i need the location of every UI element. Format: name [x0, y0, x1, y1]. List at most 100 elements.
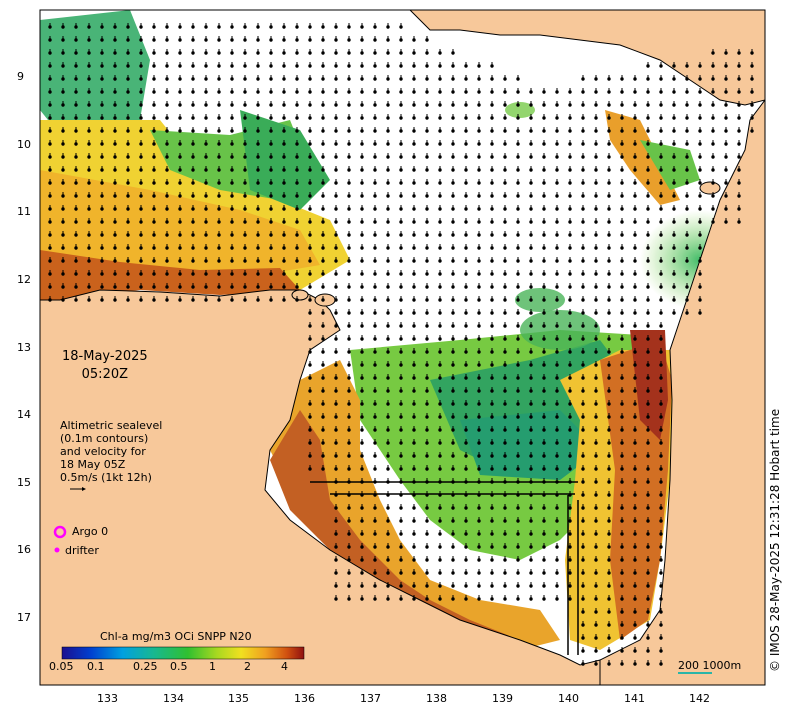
velocity-arrow-head [477, 519, 481, 523]
velocity-arrow-head [659, 194, 663, 198]
velocity-arrow-head [633, 376, 637, 380]
velocity-arrow-head [477, 272, 481, 276]
velocity-arrow-head [581, 181, 585, 185]
velocity-arrow-head [646, 207, 650, 211]
velocity-arrow-head [516, 506, 520, 510]
velocity-arrow-head [321, 25, 325, 29]
velocity-arrow-head [646, 506, 650, 510]
velocity-arrow-head [620, 246, 624, 250]
velocity-arrow-head [334, 25, 338, 29]
velocity-arrow-head [542, 532, 546, 536]
velocity-arrow-head [568, 558, 572, 562]
velocity-arrow-head [542, 441, 546, 445]
velocity-arrow-head [412, 519, 416, 523]
velocity-arrow-head [360, 259, 364, 263]
velocity-arrow-head [386, 220, 390, 224]
velocity-arrow-head [633, 571, 637, 575]
velocity-arrow-head [191, 38, 195, 42]
velocity-arrow-head [568, 155, 572, 159]
velocity-arrow-head [139, 272, 143, 276]
velocity-arrow-head [464, 220, 468, 224]
velocity-arrow-head [113, 181, 117, 185]
velocity-arrow-head [321, 324, 325, 328]
velocity-arrow-head [425, 168, 429, 172]
velocity-arrow-head [113, 272, 117, 276]
velocity-arrow-head [347, 90, 351, 94]
velocity-arrow-head [477, 298, 481, 302]
velocity-arrow-head [464, 64, 468, 68]
velocity-arrow-head [139, 142, 143, 146]
velocity-arrow-head [594, 636, 598, 640]
velocity-arrow-head [282, 181, 286, 185]
velocity-arrow-head [542, 337, 546, 341]
velocity-arrow-head [412, 428, 416, 432]
velocity-arrow-head [607, 168, 611, 172]
velocity-arrow-head [672, 298, 676, 302]
velocity-arrow-head [594, 493, 598, 497]
velocity-arrow-head [334, 298, 338, 302]
velocity-arrow-head [373, 389, 377, 393]
velocity-arrow-head [48, 194, 52, 198]
velocity-arrow-head [113, 51, 117, 55]
velocity-arrow-head [555, 116, 559, 120]
velocity-arrow-head [464, 415, 468, 419]
velocity-arrow-head [295, 142, 299, 146]
velocity-arrow-head [100, 285, 104, 289]
velocity-arrow-head [451, 194, 455, 198]
velocity-arrow-head [230, 90, 234, 94]
velocity-arrow-head [451, 233, 455, 237]
velocity-arrow-head [347, 168, 351, 172]
velocity-arrow-head [438, 207, 442, 211]
velocity-arrow-head [308, 311, 312, 315]
velocity-arrow-head [477, 441, 481, 445]
velocity-arrow-head [620, 155, 624, 159]
velocity-arrow-head [594, 558, 598, 562]
velocity-arrow-head [334, 64, 338, 68]
velocity-arrow-head [126, 246, 130, 250]
velocity-arrow-head [438, 376, 442, 380]
velocity-arrow-head [425, 519, 429, 523]
velocity-arrow-head [139, 246, 143, 250]
velocity-arrow-head [152, 233, 156, 237]
velocity-arrow-head [308, 402, 312, 406]
velocity-arrow-head [568, 584, 572, 588]
velocity-arrow-head [464, 77, 468, 81]
time-text: 05:20Z [81, 367, 129, 382]
velocity-arrow-head [633, 584, 637, 588]
velocity-arrow-head [490, 129, 494, 133]
velocity-arrow-head [204, 285, 208, 289]
velocity-arrow-head [659, 77, 663, 81]
velocity-arrow-head [113, 129, 117, 133]
velocity-arrow-head [529, 467, 533, 471]
velocity-arrow-head [282, 64, 286, 68]
velocity-arrow-head [282, 233, 286, 237]
velocity-arrow-head [126, 259, 130, 263]
velocity-arrow-head [555, 142, 559, 146]
velocity-arrow-head [256, 207, 260, 211]
velocity-arrow-head [48, 259, 52, 263]
velocity-arrow-head [620, 285, 624, 289]
velocity-arrow-head [373, 376, 377, 380]
velocity-arrow-head [555, 103, 559, 107]
velocity-arrow-head [503, 350, 507, 354]
velocity-arrow-head [347, 285, 351, 289]
velocity-arrow-head [542, 207, 546, 211]
velocity-arrow-head [646, 298, 650, 302]
velocity-arrow-head [321, 155, 325, 159]
velocity-arrow-head [594, 363, 598, 367]
velocity-arrow-head [607, 259, 611, 263]
lat-tick: 12 [17, 273, 31, 286]
velocity-arrow-head [165, 64, 169, 68]
velocity-arrow-head [412, 467, 416, 471]
velocity-arrow-head [698, 285, 702, 289]
velocity-arrow-head [256, 272, 260, 276]
velocity-arrow-head [581, 493, 585, 497]
velocity-arrow-head [503, 155, 507, 159]
velocity-arrow-head [555, 155, 559, 159]
velocity-arrow-head [568, 90, 572, 94]
velocity-arrow-head [568, 233, 572, 237]
velocity-arrow-head [529, 90, 533, 94]
velocity-arrow-head [633, 285, 637, 289]
velocity-arrow-head [204, 77, 208, 81]
velocity-arrow-head [178, 142, 182, 146]
